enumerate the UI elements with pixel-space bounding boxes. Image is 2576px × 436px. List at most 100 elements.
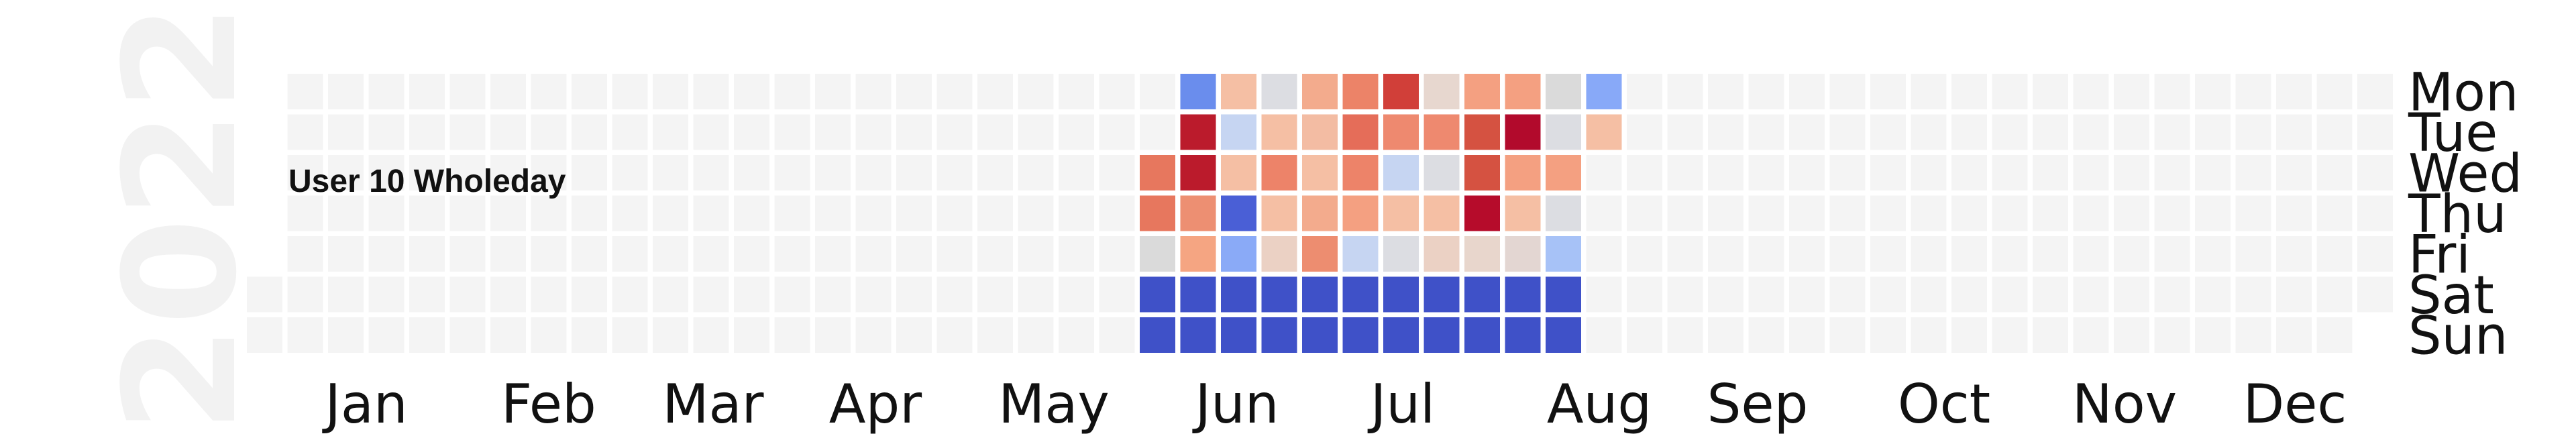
heatmap-cell — [1221, 74, 1256, 109]
heatmap-cell — [247, 276, 282, 313]
heatmap-cell — [1627, 317, 1662, 353]
heatmap-cell — [1870, 114, 1906, 150]
heatmap-cell — [1951, 74, 1987, 109]
heatmap-cell — [1140, 236, 1175, 272]
heatmap-cell — [734, 114, 769, 150]
heatmap-cell — [1789, 317, 1825, 353]
heatmap-cell — [2195, 276, 2231, 313]
heatmap-cell — [2276, 276, 2312, 313]
heatmap-cell — [1302, 155, 1338, 190]
heatmap-cell — [531, 155, 567, 190]
heatmap-cell — [449, 236, 486, 272]
heatmap-cell — [936, 155, 973, 190]
heatmap-cell — [1992, 236, 2028, 272]
heatmap-cell — [1627, 195, 1662, 231]
heatmap-cell — [1951, 155, 1987, 190]
heatmap-cell — [490, 74, 526, 109]
heatmap-cell — [2195, 114, 2231, 150]
heatmap-cell — [2235, 74, 2271, 109]
heatmap-cell — [1018, 74, 1054, 109]
heatmap-cell — [1342, 74, 1379, 109]
heatmap-cell — [1464, 114, 1500, 150]
heatmap-cell — [815, 114, 851, 150]
heatmap-cell — [1383, 155, 1419, 190]
heatmap-cell — [2154, 74, 2190, 109]
month-label-mar: Mar — [663, 373, 764, 435]
heatmap-cell — [1424, 155, 1460, 190]
heatmap-cell — [2235, 276, 2271, 313]
heatmap-cell — [2195, 317, 2231, 353]
heatmap-cell — [977, 114, 1013, 150]
heatmap-cell — [1586, 114, 1622, 150]
heatmap-cell — [1789, 155, 1825, 190]
heatmap-cell — [1748, 236, 1784, 272]
heatmap-cell — [409, 155, 445, 190]
heatmap-cell — [2073, 155, 2109, 190]
heatmap-cell — [1546, 195, 1581, 231]
heatmap-cell — [855, 195, 892, 231]
heatmap-cell — [1586, 276, 1622, 313]
heatmap-cell — [1383, 236, 1419, 272]
heatmap-cell — [653, 317, 688, 353]
heatmap-cell — [815, 236, 851, 272]
heatmap-cell — [409, 114, 445, 150]
heatmap-cell — [896, 195, 932, 231]
heatmap-cell — [1546, 317, 1581, 353]
month-label-apr: Apr — [829, 373, 922, 435]
heatmap-cell — [1992, 317, 2028, 353]
heatmap-cell — [1424, 114, 1460, 150]
heatmap-cell — [2195, 236, 2231, 272]
heatmap-cell — [531, 276, 567, 313]
heatmap-cell — [1789, 236, 1825, 272]
heatmap-cell — [855, 114, 892, 150]
heatmap-cell — [2235, 236, 2271, 272]
heatmap-cell — [1870, 74, 1906, 109]
heatmap-cell — [449, 276, 486, 313]
heatmap-cell — [1911, 155, 1947, 190]
heatmap-cell — [572, 114, 607, 150]
month-label-jun: Jun — [1192, 373, 1279, 435]
heatmap-cell — [1261, 236, 1297, 272]
heatmap-cell — [815, 276, 851, 313]
heatmap-cell — [653, 74, 688, 109]
heatmap-cell — [1464, 317, 1500, 353]
heatmap-cell — [1829, 74, 1866, 109]
heatmap-cell — [328, 114, 364, 150]
month-label-nov: Nov — [2072, 373, 2177, 435]
weekday-label-thu: Thu — [2408, 184, 2507, 245]
heatmap-cell — [1383, 114, 1419, 150]
heatmap-cell — [572, 155, 607, 190]
heatmap-cell — [896, 276, 932, 313]
heatmap-cell — [572, 195, 607, 231]
heatmap-cell — [1099, 74, 1135, 109]
heatmap-cell — [2114, 114, 2149, 150]
heatmap-cell — [449, 74, 486, 109]
heatmap-cell — [2033, 195, 2068, 231]
heatmap-cell — [368, 276, 405, 313]
heatmap-cell — [2073, 195, 2109, 231]
heatmap-cell — [612, 155, 648, 190]
heatmap-cell — [572, 236, 607, 272]
heatmap-cell — [1099, 236, 1135, 272]
heatmap-cell — [368, 195, 405, 231]
heatmap-cell — [1992, 276, 2028, 313]
heatmap-cell — [1667, 155, 1703, 190]
heatmap-cell — [1342, 276, 1379, 313]
heatmap-cell — [1180, 195, 1216, 231]
heatmap-cell — [1911, 114, 1947, 150]
heatmap-cell — [409, 74, 445, 109]
heatmap-cell — [1546, 236, 1581, 272]
heatmap-cell — [2073, 114, 2109, 150]
heatmap-cell — [328, 74, 364, 109]
heatmap-cell — [1221, 195, 1256, 231]
heatmap-cell — [328, 195, 364, 231]
heatmap-cell — [2276, 74, 2312, 109]
heatmap-cell — [1911, 276, 1947, 313]
heatmap-cell — [2316, 114, 2353, 150]
month-label-sep: Sep — [1707, 373, 1809, 435]
heatmap-cell — [1829, 317, 1866, 353]
heatmap-cell — [1667, 74, 1703, 109]
heatmap-cell — [2154, 195, 2190, 231]
heatmap-cell — [1424, 317, 1460, 353]
